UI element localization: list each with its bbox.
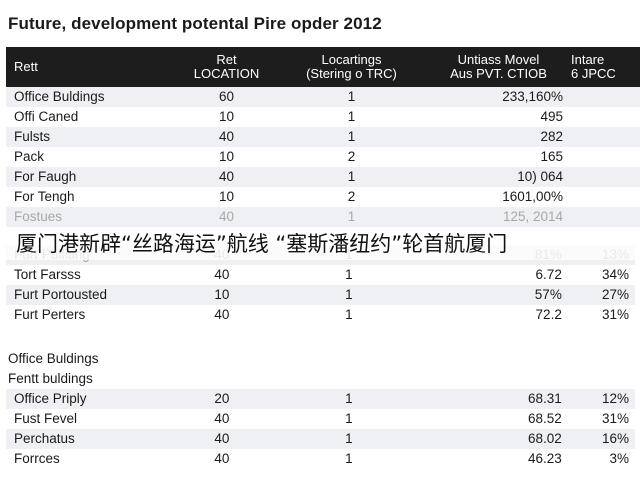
cell-share: 27%	[563, 285, 635, 305]
page-title: Future, development potental Pire opder …	[8, 14, 382, 33]
table-row: Fust Fevel 40 1 68.52 31%	[6, 409, 635, 429]
cell-share: 3%	[563, 449, 635, 469]
cell-count: 1	[269, 207, 434, 227]
table-row: Fostues 40 1 125, 2014	[6, 207, 640, 227]
cell-value: 46.23	[432, 449, 564, 469]
cell-value: 282	[434, 127, 565, 147]
cell-value: 10) 064	[434, 167, 565, 187]
cell-count: 1	[265, 265, 433, 285]
news-caption-overlay: 厦门港新辟“丝路海运”航线 “塞斯潘纽约”轮首航厦门	[0, 228, 640, 260]
cell-name: Office Buldings	[6, 87, 184, 107]
cell-share	[565, 207, 640, 227]
cell-count: 1	[265, 409, 433, 429]
cell-name: Office Priply	[6, 389, 179, 409]
table-row: Perchatus 40 1 68.02 16%	[6, 429, 635, 449]
cell-count: 1	[265, 389, 433, 409]
cell-value: 165	[434, 147, 565, 167]
section-label-office: Office Buldings	[8, 351, 99, 366]
table-row: Forrces 40 1 46.23 3%	[6, 449, 635, 469]
cell-count: 1	[269, 107, 434, 127]
header-col-share: Intare 6 JPCC	[565, 47, 640, 87]
cell-location: 10	[184, 147, 269, 167]
table-header-row: Rett Ret LOCATION Locartings (Stering o TR…	[6, 47, 640, 87]
table-row: Furt Portousted 10 1 57% 27%	[6, 285, 635, 305]
cell-name: Fulsts	[6, 127, 184, 147]
data-table-office: Office Priply 20 1 68.31 12% Fust Fevel 40 1 68.…	[6, 389, 635, 469]
cell-name: Furt Portousted	[6, 285, 179, 305]
cell-share	[565, 87, 640, 107]
cell-location: 40	[184, 167, 269, 187]
cell-location: 20	[178, 389, 266, 409]
cell-name: Forrces	[6, 449, 179, 469]
cell-count: 1	[265, 305, 433, 325]
cell-location: 40	[178, 265, 266, 285]
cell-share: 12%	[563, 389, 635, 409]
cell-count: 1	[265, 285, 433, 305]
cell-value: 57%	[432, 285, 564, 305]
cell-location: 40	[178, 305, 266, 325]
header-col-value: Untiass Movel Aus PVT. CTIOB	[434, 47, 565, 87]
cell-location: 10	[178, 285, 266, 305]
cell-name: Offi Caned	[6, 107, 184, 127]
table-row: Tort Farsss 40 1 6.72 34%	[6, 265, 635, 285]
cell-value: 125, 2014	[434, 207, 565, 227]
header-col-location: Ret LOCATION	[184, 47, 269, 87]
cell-location: 40	[178, 409, 266, 429]
cell-count: 1	[265, 429, 433, 449]
cell-count: 1	[269, 127, 434, 147]
cell-share	[565, 147, 640, 167]
table-row: Fulsts 40 1 282	[6, 127, 640, 147]
cell-count: 1	[265, 449, 433, 469]
table-row: Furt Perters 40 1 72.2 31%	[6, 305, 635, 325]
table-row: Office Buldings 60 1 233,160%	[6, 87, 640, 107]
cell-share	[565, 187, 640, 207]
cell-value: 68.31	[432, 389, 564, 409]
cell-share	[565, 127, 640, 147]
cell-name: Tort Farsss	[6, 265, 179, 285]
table-row: For Faugh 40 1 10) 064	[6, 167, 640, 187]
cell-count: 1	[269, 167, 434, 187]
table-row: For Tengh 10 2 1601,00%	[6, 187, 640, 207]
cell-share	[565, 167, 640, 187]
table-row: Office Priply 20 1 68.31 12%	[6, 389, 635, 409]
header-col-name: Rett	[6, 47, 184, 87]
cell-share: 31%	[563, 409, 635, 429]
cell-value: 1601,00%	[434, 187, 565, 207]
cell-value: 6.72	[432, 265, 564, 285]
cell-name: Fostues	[6, 207, 184, 227]
cell-count: 2	[269, 187, 434, 207]
table-row: Offi Caned 10 1 495	[6, 107, 640, 127]
cell-location: 40	[184, 127, 269, 147]
cell-share	[565, 107, 640, 127]
cell-value: 68.52	[432, 409, 564, 429]
cell-share: 31%	[563, 305, 635, 325]
cell-location: 10	[184, 187, 269, 207]
cell-name: Perchatus	[6, 429, 179, 449]
cell-location: 40	[178, 449, 266, 469]
cell-name: For Tengh	[6, 187, 184, 207]
cell-share: 16%	[563, 429, 635, 449]
cell-name: Furt Perters	[6, 305, 179, 325]
section-label-fentt: Fentt buldings	[8, 371, 93, 386]
table-row: Pack 10 2 165	[6, 147, 640, 167]
cell-value: 233,160%	[434, 87, 565, 107]
cell-value: 72.2	[432, 305, 564, 325]
data-table-main: Rett Ret LOCATION Locartings (Stering o TR…	[6, 47, 640, 227]
cell-location: 40	[184, 207, 269, 227]
cell-location: 10	[184, 107, 269, 127]
cell-location: 60	[184, 87, 269, 107]
cell-name: Fust Fevel	[6, 409, 179, 429]
cell-value: 495	[434, 107, 565, 127]
cell-value: 68.02	[432, 429, 564, 449]
cell-location: 40	[178, 429, 266, 449]
cell-name: For Faugh	[6, 167, 184, 187]
cell-name: Pack	[6, 147, 184, 167]
cell-share: 34%	[563, 265, 635, 285]
header-col-locartings: Locartings (Stering o TRC)	[269, 47, 434, 87]
cell-count: 1	[269, 87, 434, 107]
cell-count: 2	[269, 147, 434, 167]
